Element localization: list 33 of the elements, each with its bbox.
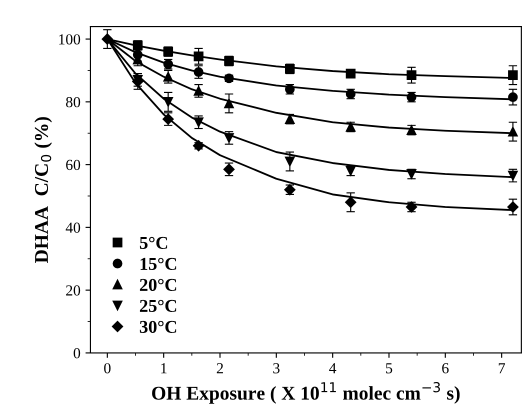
y-tick-label: 0 bbox=[74, 348, 80, 358]
point bbox=[194, 51, 204, 62]
point bbox=[345, 196, 356, 208]
point bbox=[508, 70, 518, 80]
x-tick-label: 5 bbox=[386, 363, 392, 374]
point bbox=[346, 68, 356, 78]
x-axis-title: OH Exposure ( X 10$^{11}$ molec cm$^{−3}$ s) bbox=[152, 382, 460, 404]
legend-label: 30°C bbox=[140, 320, 176, 333]
y-tick-label: 40 bbox=[66, 222, 80, 233]
y-tick-label: 20 bbox=[66, 285, 80, 296]
point bbox=[507, 201, 519, 213]
x-tick-label: 2 bbox=[216, 363, 223, 374]
point bbox=[508, 92, 518, 102]
legend-label: 20°C bbox=[140, 278, 176, 292]
x-tick-label: 3 bbox=[273, 363, 280, 374]
y-tick-label: 100 bbox=[59, 34, 80, 45]
point bbox=[224, 98, 234, 108]
x-tick-label: 1 bbox=[161, 363, 167, 374]
x-tick-label: 6 bbox=[442, 363, 449, 374]
point bbox=[102, 33, 113, 45]
point bbox=[508, 126, 518, 137]
x-tick-label: 4 bbox=[329, 363, 336, 374]
legend-label: 25°C bbox=[140, 300, 176, 312]
legend-label: 5°C bbox=[140, 236, 168, 250]
y-tick-label: 80 bbox=[66, 96, 80, 108]
point bbox=[284, 156, 295, 166]
y-axis-title: DHAA C/C$_{0}$ (%) bbox=[34, 117, 52, 263]
y-tick-label: 60 bbox=[66, 160, 80, 170]
point bbox=[406, 70, 416, 80]
x-tick-label: 7 bbox=[498, 363, 506, 374]
point bbox=[163, 96, 174, 107]
x-tick-label: 0 bbox=[104, 363, 111, 374]
legend-label: 15°C bbox=[140, 258, 176, 270]
